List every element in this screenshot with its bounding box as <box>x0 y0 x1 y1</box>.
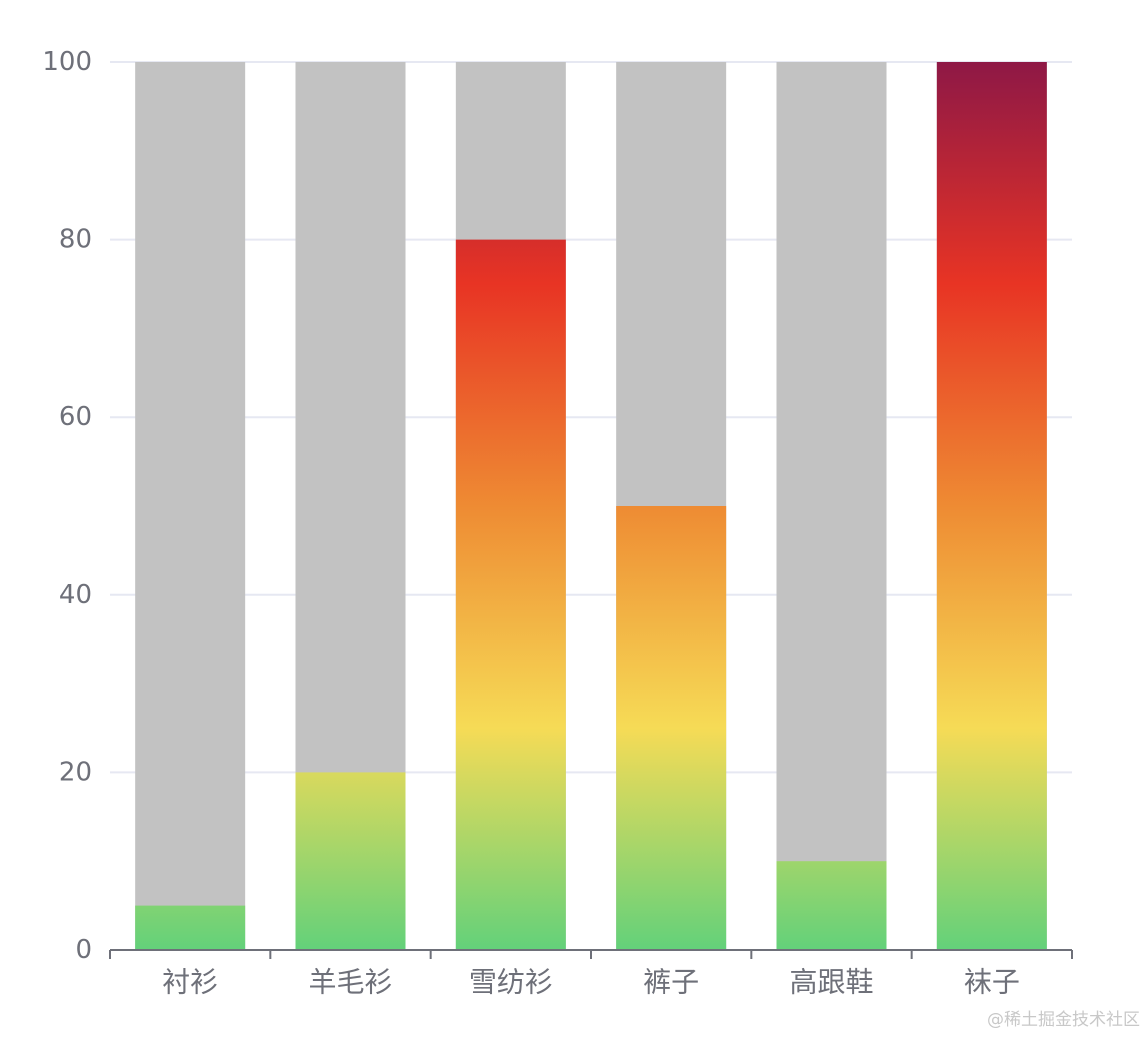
x-tick-label-3: 裤子 <box>643 966 699 999</box>
x-tick-label-1: 羊毛衫 <box>308 966 392 999</box>
grid-lines <box>110 61 1072 774</box>
y-tick-label-0: 0 <box>75 935 92 965</box>
y-tick-label-40: 40 <box>59 580 92 610</box>
y-tick-label-20: 20 <box>59 757 92 787</box>
y-axis-ticks: 0 20 40 60 80 100 <box>42 47 92 965</box>
value-bar-5 <box>936 62 1047 950</box>
x-axis-ticks: 衬衫 羊毛衫 雪纺衫 裤子 高跟鞋 袜子 <box>162 966 1020 999</box>
background-bars <box>135 62 1047 950</box>
y-tick-label-80: 80 <box>59 225 92 255</box>
background-bar-4 <box>776 62 887 950</box>
value-bars <box>135 62 1047 951</box>
value-bar-0 <box>135 905 246 950</box>
value-bar-4 <box>776 861 887 950</box>
y-tick-label-100: 100 <box>42 47 92 77</box>
x-tick-label-5: 袜子 <box>964 966 1020 999</box>
y-tick-label-60: 60 <box>59 402 92 432</box>
value-bar-2 <box>455 239 566 951</box>
value-bar-3 <box>616 506 727 950</box>
value-bar-1 <box>295 772 406 950</box>
x-tick-label-0: 衬衫 <box>162 966 218 999</box>
x-tick-label-4: 高跟鞋 <box>789 966 873 999</box>
x-axis <box>109 949 1073 959</box>
watermark: @稀土掘金技术社区 <box>987 1010 1140 1030</box>
x-tick-label-2: 雪纺衫 <box>469 966 553 999</box>
background-bar-0 <box>135 62 246 950</box>
